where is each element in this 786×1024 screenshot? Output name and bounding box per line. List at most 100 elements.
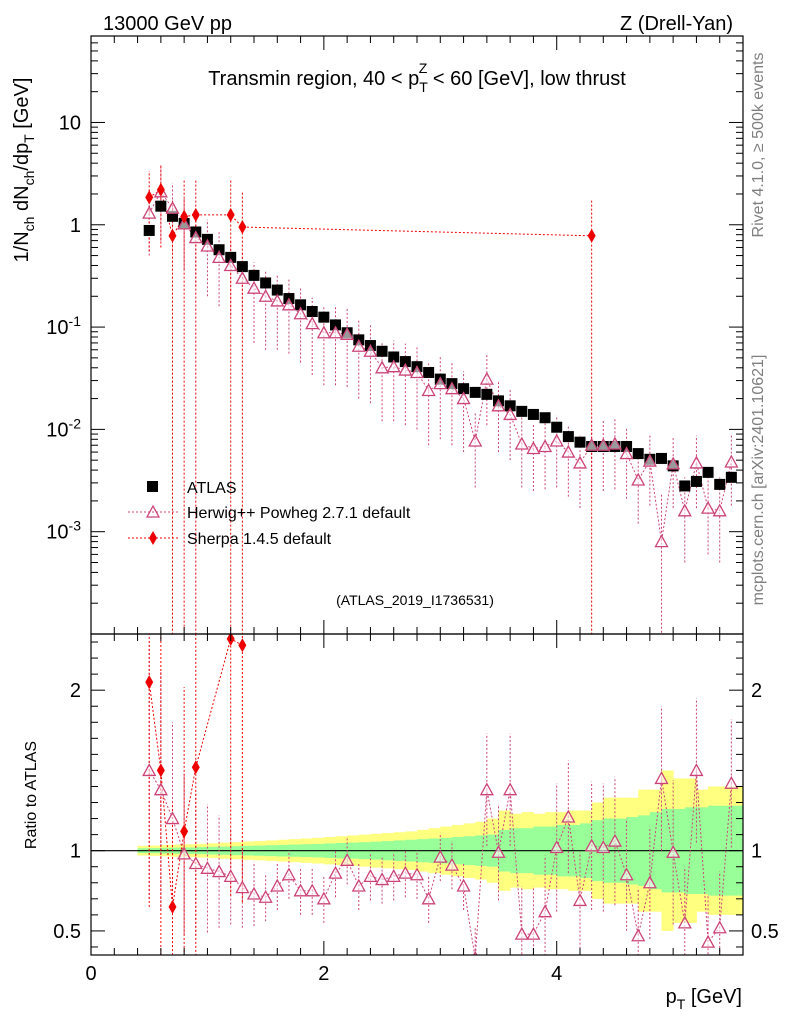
chart-title: Transmin region, 40 < pTZ < 60 [GeV], lo… [208,60,626,95]
herwig-point [700,500,716,514]
herwig-point [514,436,529,450]
legend-label-sherpa: Sherpa 1.4.5 default [187,531,332,548]
herwig-ratio-point [270,878,285,892]
atlas-point [516,405,528,417]
header-left: 13000 GeV pp [103,13,232,35]
chart-title-part-b: < 60 [GeV], low thrust [427,68,626,90]
y-tick-label: 2 [70,680,81,702]
herwig-point [316,325,331,339]
herwig-point [654,534,669,548]
herwig-ratio-point [514,926,529,940]
y-tick-label-right: 2 [751,680,762,702]
herwig-ratio-point [142,763,157,777]
herwig-point [677,503,692,517]
herwig-ratio-point [165,811,180,825]
legend-marker-atlas [147,481,158,492]
sherpa-point [168,228,177,243]
herwig-ratio-point [607,833,623,847]
legend: ATLAS Herwig++ Powheg 2.7.1 default Sher… [128,480,411,548]
herwig-point [340,326,355,340]
herwig-point [596,437,611,451]
sherpa-point [587,228,596,243]
herwig-ratio-point [503,782,518,796]
herwig-ratio-point [177,846,192,860]
herwig-ratio-point [305,883,320,897]
atlas-point [388,351,400,363]
herwig-point [421,383,436,397]
sherpa-point [145,190,154,205]
herwig-point [642,453,657,467]
sherpa-point [226,207,235,222]
herwig-ratio-point [351,878,366,892]
ratio-y-axis-label: Ratio to ATLAS [23,741,40,849]
herwig-ratio-point [340,852,355,866]
chart-title-part-a: Transmin region, 40 < p [208,68,419,90]
herwig-point [479,371,494,385]
y-tick-label: 10-3 [46,518,81,544]
herwig-point [223,258,238,272]
x-tick-label: 0 [85,963,96,985]
atlas-point [248,269,260,281]
herwig-ratio-point [200,860,215,874]
herwig-point [666,456,681,470]
atlas-point [423,366,435,378]
herwig-point [712,503,727,517]
atlas-point [551,421,563,433]
sherpa-point [238,220,247,235]
atlas-point [260,277,272,289]
x-tick-label: 2 [318,963,329,985]
herwig-point [619,446,634,460]
herwig-ratio-point [235,880,250,894]
herwig-ratio-point [654,771,669,785]
y-tick-label: 10-2 [46,415,81,441]
atlas-point [399,356,411,368]
herwig-ratio-point [596,840,611,854]
main-panel: 10 1 10-1 10-2 10-3 Transmin region, 40 < pT… [11,35,744,635]
atlas-point [330,319,341,331]
herwig-point [398,362,413,376]
herwig-ratio-point [223,868,238,883]
y-tick-label-right: 0.5 [751,921,779,943]
herwig-point [374,360,390,374]
herwig-ratio-point [153,782,168,796]
x-tick-label: 4 [551,963,562,985]
atlas-point [143,224,155,236]
herwig-point [631,472,646,486]
sherpa-ratio-point [180,824,189,839]
atlas-point [225,251,237,263]
atlas-point [306,305,318,317]
herwig-point [142,205,157,219]
herwig-ratio-point [619,867,634,881]
atlas-point [574,436,586,448]
y-tick-label: 10 [59,112,81,134]
chart-title-sub: T [419,79,428,95]
atlas-point [236,261,248,273]
y-tick-label: 1 [70,841,81,863]
herwig-ratio-point [258,889,273,903]
herwig-point [468,433,483,447]
herwig-ratio-point [677,915,692,929]
herwig-point [444,381,460,395]
herwig-ratio-point [642,875,657,889]
sherpa-point [180,209,189,224]
atlas-point [376,345,388,357]
herwig-point [572,455,588,469]
atlas-point [469,386,481,398]
atlas-point [702,466,714,478]
herwig-point [526,441,541,455]
herwig-point [503,407,518,421]
atlas-point [679,480,691,492]
herwig-point [561,444,576,458]
herwig-ratio-point [549,840,564,854]
sherpa-ratio-point [238,638,247,653]
mcplots-label: mcplots.cern.ch [arXiv:2401.10621] [750,355,767,606]
atlas-point [481,388,493,400]
herwig-point [246,280,262,294]
herwig-point [584,437,599,451]
herwig-ratio-point [444,857,460,871]
atlas-point [271,284,283,296]
herwig-ratio-point [666,844,681,858]
herwig-ratio-point [363,868,378,883]
legend-label-atlas: ATLAS [187,480,237,497]
